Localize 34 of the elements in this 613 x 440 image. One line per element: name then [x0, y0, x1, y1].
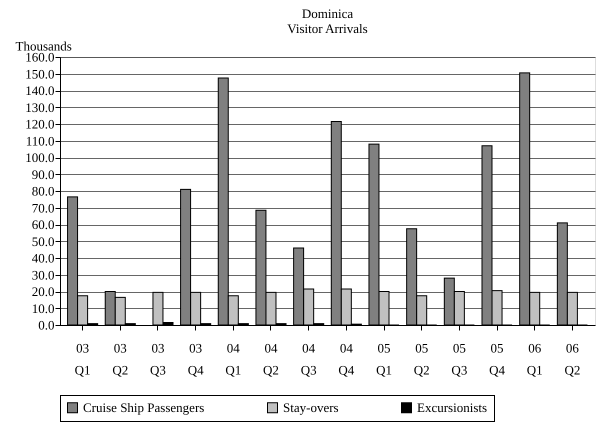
y-tick-label: 80.0	[32, 184, 54, 198]
x-tick-label: 03 Q3	[150, 340, 166, 378]
x-tick-label: 04 Q1	[225, 340, 242, 378]
x-tick-label: 05 Q2	[414, 340, 430, 378]
legend-label: Stay-overs	[283, 400, 339, 415]
x-tick-label: 04 Q2	[263, 340, 279, 378]
y-tick-label: 150.0	[25, 66, 54, 82]
x-tick-label: 05 Q4	[489, 340, 506, 378]
x-tick-label: 05 Q1	[376, 340, 392, 378]
y-tick-label: 100.0	[25, 150, 54, 165]
x-tick-label: 06 Q2	[564, 340, 580, 378]
legend-label: Cruise Ship Passengers	[83, 400, 204, 415]
x-tick-label: 03 Q1	[74, 340, 91, 378]
y-tick-label: 120.0	[25, 116, 54, 132]
y-tick-label: 130.0	[25, 100, 54, 115]
x-tick-label: 05 Q3	[451, 340, 468, 378]
y-tick-label: 40.0	[32, 250, 54, 266]
x-tick-label: 06 Q1	[526, 340, 543, 378]
y-tick-label: 10.0	[32, 300, 54, 316]
y-tick-label: 30.0	[32, 267, 54, 282]
chart-title: Dominica Visitor Arrivals	[287, 6, 368, 36]
y-tick-label: 20.0	[32, 284, 54, 299]
y-tick-label: 140.0	[25, 83, 54, 98]
y-tick-label: 90.0	[32, 166, 54, 182]
y-tick-label: 60.0	[32, 217, 54, 232]
y-tick-label: 70.0	[32, 200, 54, 216]
y-tick-label: 50.0	[32, 234, 54, 249]
y-tick-label: 110.0	[26, 133, 54, 148]
x-tick-label: 04 Q3	[300, 340, 317, 378]
x-tick-label: 03 Q4	[188, 340, 204, 378]
y-tick-label: 0.0	[38, 318, 54, 332]
legend-label: Excursionists	[417, 400, 488, 415]
x-tick-label: 03 Q2	[112, 340, 128, 378]
x-tick-label: 04 Q4	[338, 340, 355, 378]
